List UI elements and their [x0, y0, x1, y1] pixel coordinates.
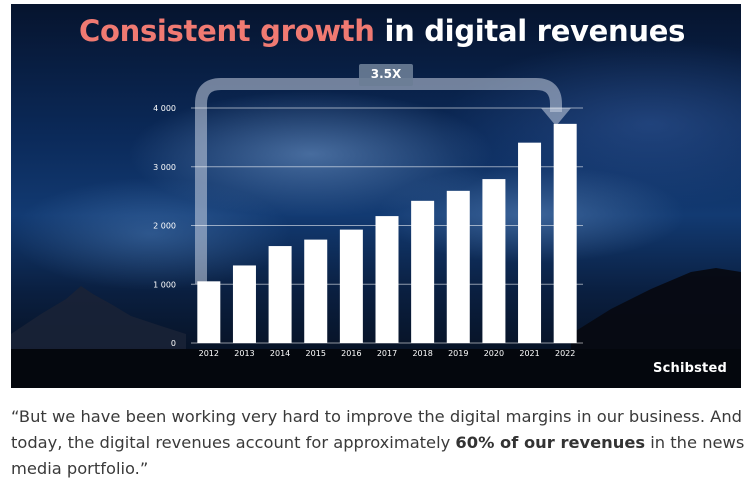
- x-tick-label: 2018: [412, 349, 432, 358]
- x-tick-label: 2013: [234, 349, 254, 358]
- growth-arrow-head: [541, 108, 571, 126]
- x-tick-label: 2020: [484, 349, 504, 358]
- schibsted-logo: Schibsted: [653, 361, 727, 376]
- y-tick-label: 1 000: [153, 280, 176, 289]
- x-tick-label: 2016: [341, 349, 361, 358]
- chart-title: Consistent growth in digital revenues: [79, 14, 685, 48]
- growth-multiplier-label: 3.5X: [370, 67, 402, 81]
- bar-2018: [411, 200, 435, 343]
- bar-2022: [553, 123, 577, 343]
- x-tick-label: 2012: [199, 349, 219, 358]
- x-tick-label: 2022: [555, 349, 575, 358]
- x-tick-label: 2019: [448, 349, 468, 358]
- bar-2015: [304, 239, 328, 343]
- title-accent: Consistent growth: [79, 14, 375, 48]
- bar-2019: [446, 190, 470, 343]
- quote-text-start: “But we have been working very hard to i…: [11, 407, 742, 452]
- chart-slide: 0 1 000 2 000 3 000 4 000 2012 2013 2014 2015 201…: [11, 4, 741, 388]
- y-tick-label: 3 000: [153, 163, 176, 172]
- x-tick-label: 2021: [519, 349, 539, 358]
- y-tick-label: 2 000: [153, 222, 176, 231]
- ground: [11, 349, 741, 388]
- multiplier-box: [359, 64, 413, 86]
- quote-caption: “But we have been working very hard to i…: [11, 404, 746, 482]
- bar-2014: [268, 246, 292, 343]
- x-tick-label: 2017: [377, 349, 397, 358]
- bar-2017: [375, 216, 399, 343]
- x-tick-label: 2014: [270, 349, 290, 358]
- x-tick-label: 2015: [306, 349, 326, 358]
- quote-bold: 60% of our revenues: [455, 433, 646, 452]
- bar-2012: [197, 281, 221, 343]
- y-tick-label: 0: [171, 339, 176, 348]
- bar-chart: 0 1 000 2 000 3 000 4 000 2012 2013 2014 2015 201…: [11, 64, 741, 388]
- bar-2021: [518, 142, 542, 343]
- bar-2013: [232, 265, 256, 343]
- y-tick-label: 4 000: [153, 104, 176, 113]
- title-rest: in digital revenues: [384, 14, 686, 48]
- quote-text-end: in the news media portfolio.”: [11, 433, 745, 478]
- bar-2016: [339, 229, 363, 343]
- bar-2020: [482, 179, 506, 343]
